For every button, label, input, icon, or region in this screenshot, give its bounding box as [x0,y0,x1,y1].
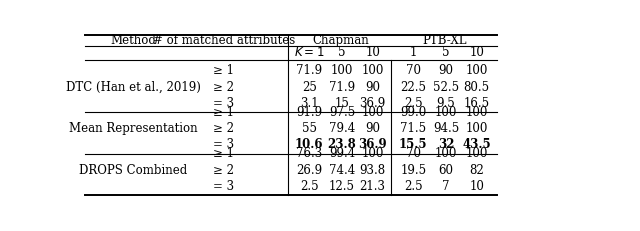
Text: 76.3: 76.3 [296,147,323,160]
Text: 2.5: 2.5 [300,180,319,193]
Text: ≥ 2: ≥ 2 [213,122,234,135]
Text: 93.8: 93.8 [360,164,386,176]
Text: ≥ 1: ≥ 1 [213,147,234,160]
Text: 23.8: 23.8 [328,138,356,152]
Text: 94.5: 94.5 [433,122,459,135]
Text: 16.5: 16.5 [464,97,490,110]
Text: 60: 60 [438,164,454,176]
Text: 100: 100 [362,106,384,119]
Text: PTB-XL: PTB-XL [423,34,467,47]
Text: 71.9: 71.9 [296,64,322,77]
Text: 55: 55 [301,122,317,135]
Text: 100: 100 [362,64,384,77]
Text: 82: 82 [469,164,484,176]
Text: 7: 7 [442,180,450,193]
Text: 1: 1 [410,46,417,59]
Text: 90: 90 [365,122,380,135]
Text: 79.4: 79.4 [329,122,355,135]
Text: 70: 70 [406,64,421,77]
Text: 26.9: 26.9 [296,164,322,176]
Text: Method: Method [111,34,157,47]
Text: 100: 100 [435,147,457,160]
Text: 97.5: 97.5 [329,106,355,119]
Text: 15.5: 15.5 [399,138,428,152]
Text: 25: 25 [301,81,317,94]
Text: 10: 10 [365,46,380,59]
Text: 100: 100 [331,64,353,77]
Text: 36.9: 36.9 [360,97,386,110]
Text: 71.9: 71.9 [329,81,355,94]
Text: 74.4: 74.4 [329,164,355,176]
Text: # of matched attributes: # of matched attributes [153,34,295,47]
Text: 32: 32 [438,138,454,152]
Text: = 3: = 3 [213,138,234,152]
Text: 5: 5 [338,46,346,59]
Text: 36.9: 36.9 [358,138,387,152]
Text: 99.0: 99.0 [400,106,426,119]
Text: 5: 5 [442,46,450,59]
Text: 9.5: 9.5 [436,97,456,110]
Text: 3.1: 3.1 [300,97,319,110]
Text: 80.5: 80.5 [464,81,490,94]
Text: 10.6: 10.6 [295,138,323,152]
Text: 100: 100 [466,64,488,77]
Text: Mean Representation: Mean Representation [69,122,198,135]
Text: 2.5: 2.5 [404,180,422,193]
Text: 2.5: 2.5 [404,97,422,110]
Text: ≥ 2: ≥ 2 [213,164,234,176]
Text: 100: 100 [466,122,488,135]
Text: $K=1$: $K=1$ [294,46,324,59]
Text: DROPS Combined: DROPS Combined [79,164,188,176]
Text: 12.5: 12.5 [329,180,355,193]
Text: 100: 100 [362,147,384,160]
Text: 70: 70 [406,147,421,160]
Text: 15: 15 [335,97,349,110]
Text: ≥ 1: ≥ 1 [213,64,234,77]
Text: 10: 10 [469,180,484,193]
Text: = 3: = 3 [213,97,234,110]
Text: 19.5: 19.5 [400,164,426,176]
Text: 100: 100 [466,106,488,119]
Text: 52.5: 52.5 [433,81,459,94]
Text: DTC (Han et al., 2019): DTC (Han et al., 2019) [66,81,201,94]
Text: ≥ 2: ≥ 2 [213,81,234,94]
Text: 91.9: 91.9 [296,106,322,119]
Text: Chapman: Chapman [312,34,369,47]
Text: 71.5: 71.5 [400,122,426,135]
Text: 100: 100 [466,147,488,160]
Text: 99.4: 99.4 [329,147,355,160]
Text: = 3: = 3 [213,180,234,193]
Text: 43.5: 43.5 [463,138,491,152]
Text: 100: 100 [435,106,457,119]
Text: 90: 90 [438,64,454,77]
Text: 10: 10 [469,46,484,59]
Text: 22.5: 22.5 [400,81,426,94]
Text: ≥ 1: ≥ 1 [213,106,234,119]
Text: 90: 90 [365,81,380,94]
Text: 21.3: 21.3 [360,180,386,193]
